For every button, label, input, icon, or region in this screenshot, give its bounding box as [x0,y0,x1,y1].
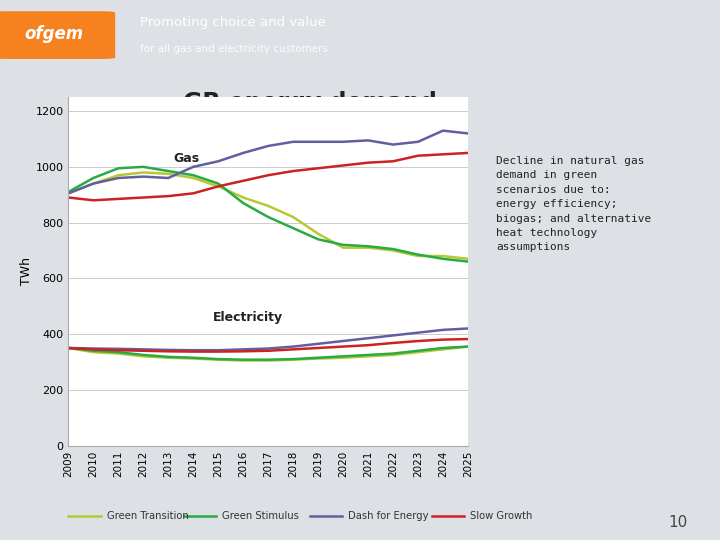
FancyBboxPatch shape [0,11,115,59]
Y-axis label: TWh: TWh [19,258,32,285]
Text: Gas: Gas [174,152,199,165]
Text: 10: 10 [668,515,688,530]
Text: Green Transition: Green Transition [107,511,189,521]
Text: for all gas and electricity customers: for all gas and electricity customers [140,44,328,54]
Text: Decline in natural gas
demand in green
scenarios due to:
energy efficiency;
biog: Decline in natural gas demand in green s… [496,156,652,253]
Text: ofgem: ofgem [24,25,84,43]
Text: GB energy demand: GB energy demand [183,91,436,116]
Text: Promoting choice and value: Promoting choice and value [140,16,326,29]
Text: Dash for Energy: Dash for Energy [348,511,428,521]
Text: Electricity: Electricity [213,311,284,324]
Text: Green Stimulus: Green Stimulus [222,511,299,521]
Text: Slow Growth: Slow Growth [470,511,533,521]
